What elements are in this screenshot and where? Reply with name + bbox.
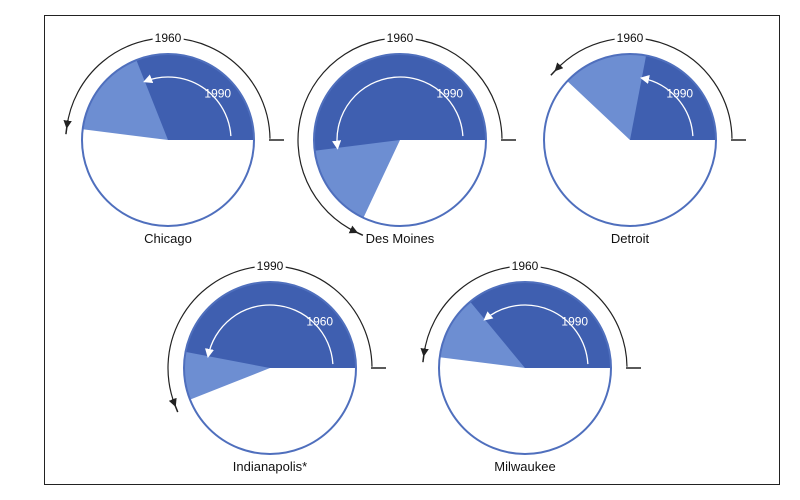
pie-2-inner-slice [630,55,716,140]
pie-4-inner-year-label: 1990 [561,315,588,329]
pie-0-inner-arrow [143,74,232,137]
pie-2-inner-arrow [640,75,694,137]
pie-1-inner-arrow [332,76,464,150]
pie-1-outer-year-label-bg [384,31,416,45]
pie-1-outer-year-label: 1960 [387,31,414,45]
pie-2-outer-end-tick [550,64,561,76]
pie-4-outer-year-label: 1960 [512,259,539,273]
pie-4-outer-end-tick [422,348,426,363]
pie-0-city-label: Chicago [144,231,192,246]
pie-4-city-label: Milwaukee [494,459,555,474]
pie-0-outer-year-label-bg [152,31,184,45]
pie-2-outer-year-label: 1960 [617,31,644,45]
pie-3-inner-slice [185,281,356,368]
pie-1-rim [313,53,487,227]
pie-3-outer-end-tick [171,398,179,413]
pie-0-rim [81,53,255,227]
pie-3-city-label: Indianapolis* [233,459,307,474]
pie-1-outer-end-tick [349,228,364,236]
pie-4-inner-arrow [483,304,589,365]
pie-2-city-label: Detroit [611,231,650,246]
pie-2-outer-arrow [554,37,733,139]
pie-3-outer-year-label-bg [254,259,286,273]
pie-3-rim [183,281,357,455]
pie-3-inner-arrow [205,304,334,365]
pie-4-rim [438,281,612,455]
pie-2-outer-year-label-bg [614,31,646,45]
pie-1-city-label: Des Moines [366,231,435,246]
pie-3-outer-arrow [167,265,373,408]
pie-1-inner-slice [314,53,486,151]
pie-0-outer-year-label: 1960 [155,31,182,45]
pie-3-inner-year-label: 1960 [306,315,333,329]
pie-3-outer-year-label: 1990 [257,259,284,273]
pie-2-rim [543,53,717,227]
pie-4-inner-slice [470,282,611,368]
pie-4-outer-year-label-bg [509,259,541,273]
pie-0-inner-year-label: 1990 [204,87,231,101]
pie-1-inner-year-label: 1990 [436,87,463,101]
pie-0-outer-end-tick [65,120,69,135]
pie-1-outer-arrow [297,37,503,234]
pie-2-inner-year-label: 1990 [666,87,693,101]
